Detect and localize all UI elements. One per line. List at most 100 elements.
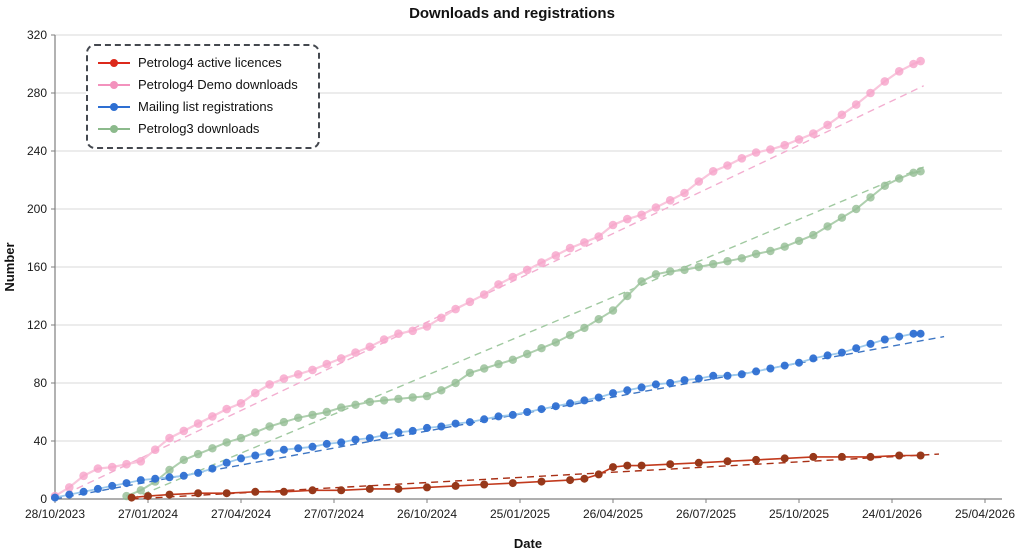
data-point (909, 59, 918, 69)
series-petrolog3-downloads (122, 166, 925, 501)
legend-item-petrolog3-downloads[interactable]: Petrolog3 downloads (98, 118, 298, 139)
data-point (251, 388, 260, 398)
data-point (465, 297, 475, 307)
data-point (279, 487, 288, 496)
data-point (422, 322, 432, 331)
x-tick-label: 24/01/2026 (862, 507, 922, 521)
data-point (723, 161, 732, 170)
legend-marker-pink (98, 78, 130, 92)
data-point (480, 415, 489, 424)
data-point (293, 370, 303, 379)
legend-marker-green (98, 122, 130, 136)
data-point (294, 413, 303, 422)
data-point (580, 323, 589, 333)
data-point (308, 410, 317, 420)
data-point (566, 476, 575, 485)
data-point (423, 423, 431, 432)
data-point (423, 483, 431, 492)
legend-label: Mailing list registrations (138, 99, 274, 114)
data-point (394, 484, 403, 493)
data-point (494, 280, 503, 289)
data-point (508, 355, 517, 364)
data-point (494, 359, 503, 369)
data-point (237, 454, 245, 463)
y-tick-label: 0 (40, 492, 47, 506)
data-point (565, 243, 575, 253)
legend-item-petrolog4-demo-downloads[interactable]: Petrolog4 Demo downloads (98, 74, 298, 95)
data-point (894, 67, 904, 76)
x-tick-label: 26/04/2025 (583, 507, 643, 521)
legend-item-mailing-list-registrations[interactable]: Mailing list registrations (98, 96, 298, 117)
data-point (193, 449, 203, 459)
data-point (623, 461, 632, 470)
data-point (723, 257, 732, 266)
data-point (594, 315, 603, 324)
data-point (609, 463, 617, 472)
data-point (766, 145, 775, 154)
data-point (916, 329, 925, 338)
data-point (623, 291, 632, 301)
data-point (580, 474, 589, 483)
data-point (665, 196, 675, 205)
data-point (108, 481, 117, 490)
data-point (451, 419, 460, 428)
data-point (537, 405, 546, 414)
data-point (194, 468, 203, 477)
data-point (508, 479, 517, 488)
data-point (709, 259, 718, 269)
data-point (823, 351, 832, 360)
data-point (909, 168, 918, 177)
data-point (566, 399, 575, 408)
chart-title: Downloads and registrations (409, 5, 615, 22)
data-point (351, 400, 360, 409)
data-point (623, 386, 632, 395)
data-point (551, 338, 560, 347)
data-point (795, 358, 803, 367)
x-tick-label: 26/10/2024 (397, 507, 457, 521)
data-point (136, 486, 145, 495)
data-point (780, 140, 789, 150)
data-point (279, 445, 288, 454)
data-point (337, 486, 346, 495)
data-point (322, 439, 331, 448)
data-point (837, 110, 847, 120)
series-petrolog4-demo-downloads (50, 56, 925, 501)
x-tick-label: 25/01/2025 (490, 507, 550, 521)
y-tick-label: 160 (27, 260, 47, 274)
data-point (122, 459, 131, 469)
data-point (916, 56, 925, 66)
data-point (294, 444, 303, 453)
data-point (580, 238, 589, 247)
data-point (737, 154, 747, 163)
data-point (866, 88, 875, 98)
legend-item-petrolog4-active-licences[interactable]: Petrolog4 active licences (98, 52, 298, 73)
data-point (365, 434, 374, 443)
data-point (794, 135, 804, 144)
data-point (136, 476, 145, 485)
x-axis-label: Date (514, 536, 542, 551)
data-point (222, 489, 231, 498)
data-point (916, 451, 925, 460)
data-point (144, 492, 152, 501)
data-point (608, 220, 618, 230)
y-tick-label: 40 (34, 434, 48, 448)
data-point (465, 368, 475, 378)
data-point (279, 374, 289, 383)
y-tick-label: 240 (27, 144, 47, 158)
data-point (794, 236, 804, 246)
data-point (709, 371, 718, 380)
series-line (126, 170, 921, 498)
plot-area: 0 40 80 120 160 200 240 280 320 28/10/2023 27/01/2… (25, 28, 1015, 521)
data-point (351, 435, 360, 444)
data-point (265, 422, 274, 431)
data-point (136, 457, 146, 466)
data-point (322, 359, 332, 369)
data-point (208, 464, 217, 473)
data-point (379, 396, 389, 405)
data-point (895, 451, 904, 460)
data-point (766, 246, 775, 256)
data-point (337, 403, 346, 412)
x-tick-label: 28/10/2023 (25, 507, 85, 521)
legend-label: Petrolog4 Demo downloads (138, 77, 298, 92)
